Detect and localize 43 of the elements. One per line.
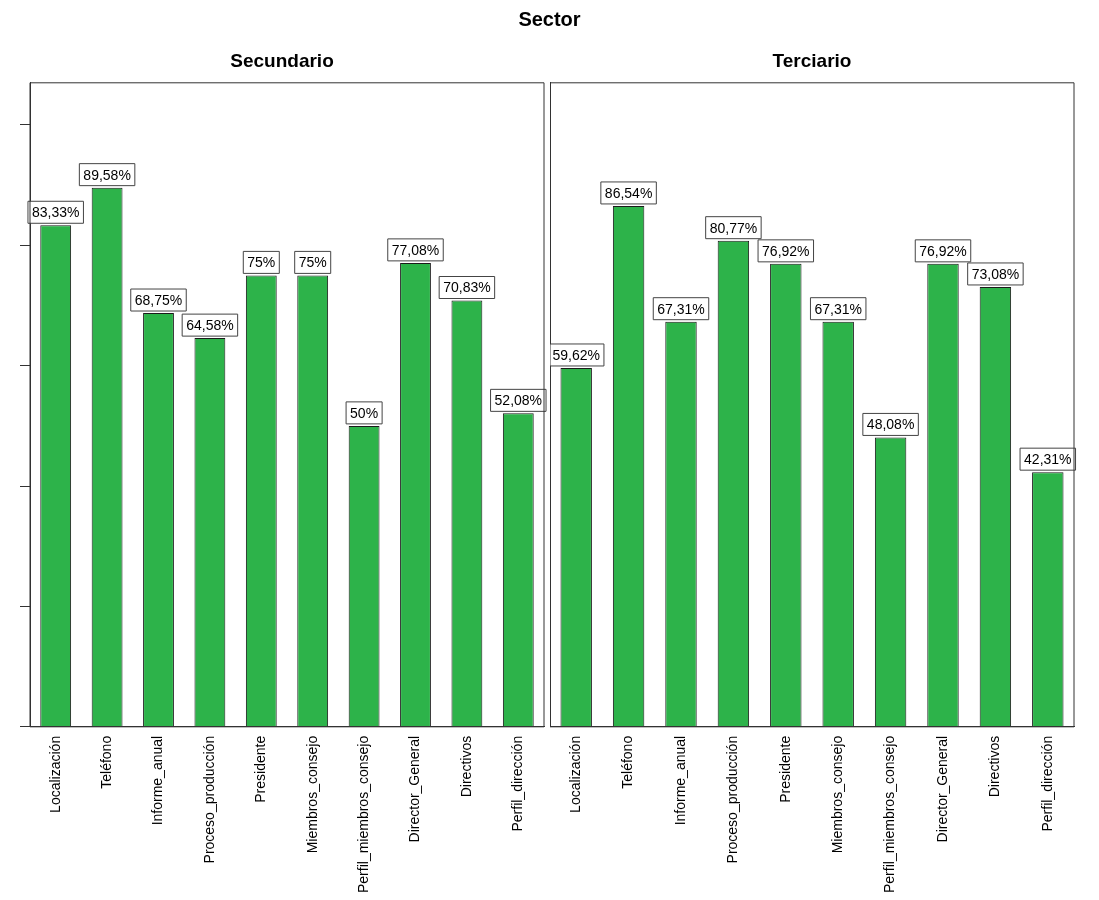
- x-tick-label: Teléfono: [619, 735, 636, 789]
- x-tick-label: Proceso_producción: [200, 735, 217, 864]
- data-label: 67,31%: [814, 300, 862, 317]
- x-tick-label: Presidente: [776, 735, 793, 803]
- data-label: 76,92%: [919, 242, 967, 259]
- data-label: 76,92%: [762, 242, 810, 259]
- x-tick-label: Directivos: [986, 735, 1003, 798]
- data-label: 50%: [350, 404, 379, 421]
- x-tick-label: Presidente: [252, 735, 269, 803]
- data-label: 80,77%: [709, 219, 758, 236]
- x-tick-label: Perfil_miembros_consejo: [354, 735, 371, 894]
- x-tick-label: Directivos: [457, 735, 474, 798]
- x-tick-label: Informe_anual: [671, 735, 688, 826]
- data-label: 70,83%: [443, 279, 491, 296]
- x-tick-label: Proceso_producción: [724, 735, 741, 864]
- data-label: 42,31%: [1024, 451, 1072, 468]
- x-tick-label: Perfil_dirección: [1038, 735, 1055, 832]
- data-label: 59,62%: [552, 346, 600, 363]
- data-label: 67,31%: [657, 300, 705, 317]
- x-tick-label: Localización: [567, 735, 584, 813]
- data-label: 52,08%: [494, 392, 543, 409]
- x-tick-label: Localización: [46, 735, 63, 813]
- x-tick-label: Miembros_consejo: [829, 735, 846, 854]
- data-label: 77,08%: [391, 241, 440, 258]
- data-label: 75%: [298, 254, 327, 271]
- text: Sector: [517, 7, 582, 32]
- data-label: 83,33%: [31, 204, 80, 221]
- x-tick-label: Teléfono: [97, 735, 114, 789]
- chart-title: Secundario: [230, 49, 334, 71]
- data-label: 75%: [247, 254, 276, 271]
- data-label: 64,58%: [186, 316, 234, 333]
- chart-title: Terciario: [772, 49, 852, 71]
- x-tick-label: Miembros_consejo: [303, 735, 320, 854]
- data-label: 73,08%: [971, 265, 1020, 282]
- x-tick-label: Director_General: [933, 735, 950, 843]
- x-tick-label: Perfil_miembros_consejo: [881, 735, 898, 894]
- x-tick-label: Perfil_dirección: [509, 735, 526, 832]
- data-label: 89,58%: [83, 166, 131, 183]
- x-tick-label: Informe_anual: [149, 735, 166, 826]
- data-label: 68,75%: [134, 291, 183, 308]
- x-tick-label: Director_General: [406, 735, 423, 843]
- data-label: 86,54%: [604, 184, 653, 201]
- data-label: 48,08%: [866, 416, 915, 433]
